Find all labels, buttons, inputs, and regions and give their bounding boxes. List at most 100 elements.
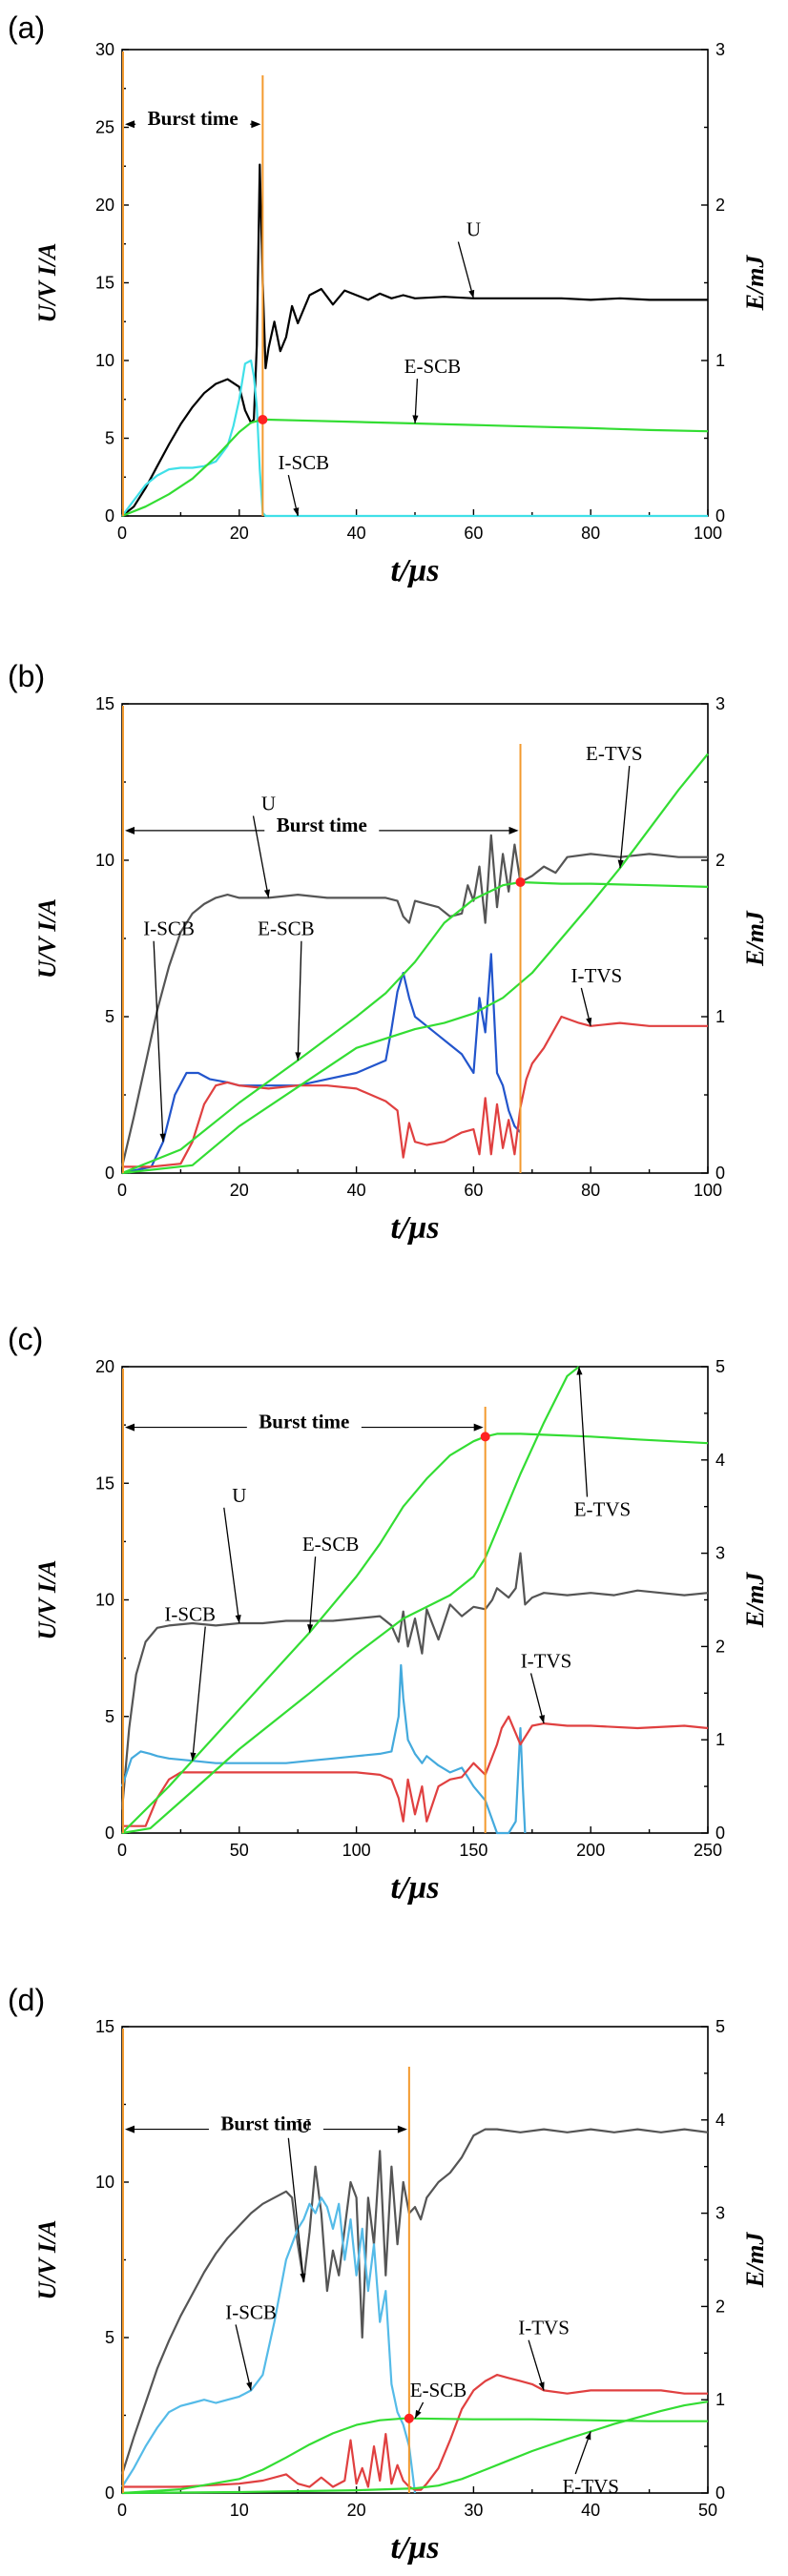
- y-axis-label: U/V I/A: [33, 242, 61, 322]
- y-tick-label: 25: [95, 118, 114, 137]
- x-axis-label: t/μs: [390, 553, 439, 588]
- y2-tick-label: 4: [715, 1451, 725, 1470]
- burst-arrow-head-right: [508, 826, 519, 835]
- annotation-leader: [287, 2137, 304, 2282]
- y2-tick-label: 5: [715, 2017, 725, 2036]
- y-axis-label: U/V I/A: [33, 2219, 61, 2299]
- annotation-e-scb: E-SCB: [410, 2379, 467, 2401]
- y2-axis-label: E/mJ: [741, 910, 769, 967]
- series-u: [120, 834, 708, 1167]
- annotation-arrowhead: [159, 1133, 166, 1143]
- y2-tick-label: 1: [715, 1730, 725, 1749]
- annotation-arrowhead: [586, 1017, 592, 1026]
- annotation-arrowhead: [307, 1624, 314, 1633]
- burst-arrow-head-left: [125, 826, 135, 835]
- annotation-e-scb: E-SCB: [258, 917, 315, 940]
- burst-end-marker: [480, 1432, 490, 1442]
- annotation-leader: [578, 1366, 589, 1497]
- x-tick-label: 20: [347, 2501, 366, 2520]
- x-tick-label: 0: [117, 524, 127, 543]
- annotation-arrowhead: [538, 2381, 545, 2391]
- annotation-arrowhead: [585, 2431, 591, 2441]
- annotation-e-tvs: E-TVS: [586, 742, 643, 765]
- y2-tick-label: 5: [715, 1357, 725, 1376]
- y-tick-label: 10: [95, 851, 114, 870]
- annotation-u: U: [261, 793, 276, 815]
- y2-tick-label: 2: [715, 196, 725, 215]
- y-tick-label: 30: [95, 40, 114, 59]
- annotation-i-scb: I-SCB: [225, 2300, 277, 2323]
- x-tick-label: 30: [464, 2501, 483, 2520]
- annotation-leader: [297, 940, 302, 1061]
- y-tick-label: 15: [95, 694, 114, 713]
- y2-tick-label: 2: [715, 851, 725, 870]
- y2-tick-label: 4: [715, 2111, 725, 2130]
- y2-tick-label: 0: [715, 506, 725, 526]
- y-tick-label: 20: [95, 196, 114, 215]
- annotation-arrowhead: [538, 1715, 545, 1724]
- series-e-scb: [121, 418, 709, 518]
- annotation-arrowhead: [617, 859, 624, 869]
- series-i-tvs: [122, 1715, 709, 1827]
- burst-end-marker: [258, 414, 268, 424]
- annotation-arrowhead: [293, 507, 300, 516]
- annotation-e-scb: E-SCB: [404, 355, 462, 378]
- y-tick-label: 0: [105, 2483, 114, 2503]
- annotation-leader: [235, 2324, 252, 2391]
- annotation-i-tvs: I-TVS: [518, 2317, 570, 2339]
- burst-end-marker: [404, 2413, 414, 2423]
- y2-axis-label: E/mJ: [741, 255, 769, 312]
- panel-label: (d): [8, 1983, 45, 2017]
- y2-axis-label: E/mJ: [741, 2232, 769, 2289]
- x-tick-label: 40: [581, 2501, 600, 2520]
- annotation-arrowhead: [190, 1752, 197, 1762]
- y2-axis-label: E/mJ: [741, 1572, 769, 1629]
- annotation-arrowhead: [468, 289, 475, 299]
- burst-time-label: Burst time: [148, 107, 238, 130]
- annotation-arrowhead: [263, 889, 270, 898]
- x-tick-label: 10: [230, 2501, 249, 2520]
- x-tick-label: 60: [464, 1181, 483, 1200]
- series-e-tvs: [121, 1366, 580, 1835]
- annotation-e-tvs: E-TVS: [562, 2475, 619, 2498]
- y2-tick-label: 2: [715, 2297, 725, 2316]
- series-e-tvs: [121, 752, 709, 1175]
- x-tick-label: 80: [581, 1181, 600, 1200]
- series-u: [120, 1552, 709, 1810]
- y-axis-label: U/V I/A: [33, 1559, 61, 1639]
- series-e-scb: [121, 880, 709, 1175]
- y-tick-label: 5: [105, 1007, 114, 1026]
- series-i-tvs: [122, 1015, 708, 1168]
- y-tick-label: 5: [105, 2328, 114, 2347]
- annotation-arrowhead: [235, 1615, 241, 1623]
- panel-label: (a): [8, 10, 45, 45]
- x-tick-label: 100: [694, 524, 722, 543]
- burst-label-bg: [264, 813, 380, 836]
- series-u: [121, 163, 708, 517]
- y2-tick-label: 1: [715, 2390, 725, 2409]
- annotation-leader: [619, 765, 631, 869]
- y2-tick-label: 0: [715, 2483, 725, 2503]
- y-axis-label: U/V I/A: [33, 898, 61, 979]
- annotation-arrowhead: [576, 1367, 583, 1375]
- annotation-leader: [153, 940, 164, 1143]
- annotation-leader: [223, 1507, 240, 1624]
- annotation-u: U: [297, 2114, 311, 2137]
- x-tick-label: 20: [230, 524, 249, 543]
- y2-tick-label: 3: [715, 1544, 725, 1563]
- y-tick-label: 5: [105, 429, 114, 448]
- x-tick-label: 50: [230, 1841, 249, 1860]
- x-tick-label: 50: [698, 2501, 717, 2520]
- annotation-i-tvs: I-TVS: [521, 1649, 572, 1672]
- burst-time-label: Burst time: [220, 2112, 311, 2135]
- annotation-i-scb: I-SCB: [143, 917, 195, 940]
- x-tick-label: 0: [117, 2501, 127, 2520]
- burst-arrow-head-right: [397, 2125, 407, 2133]
- burst-label-bg: [208, 2112, 323, 2135]
- annotation-i-scb: I-SCB: [278, 451, 329, 474]
- x-axis-label: t/μs: [390, 1210, 439, 1246]
- y-tick-label: 20: [95, 1357, 114, 1376]
- y2-tick-label: 1: [715, 1007, 725, 1026]
